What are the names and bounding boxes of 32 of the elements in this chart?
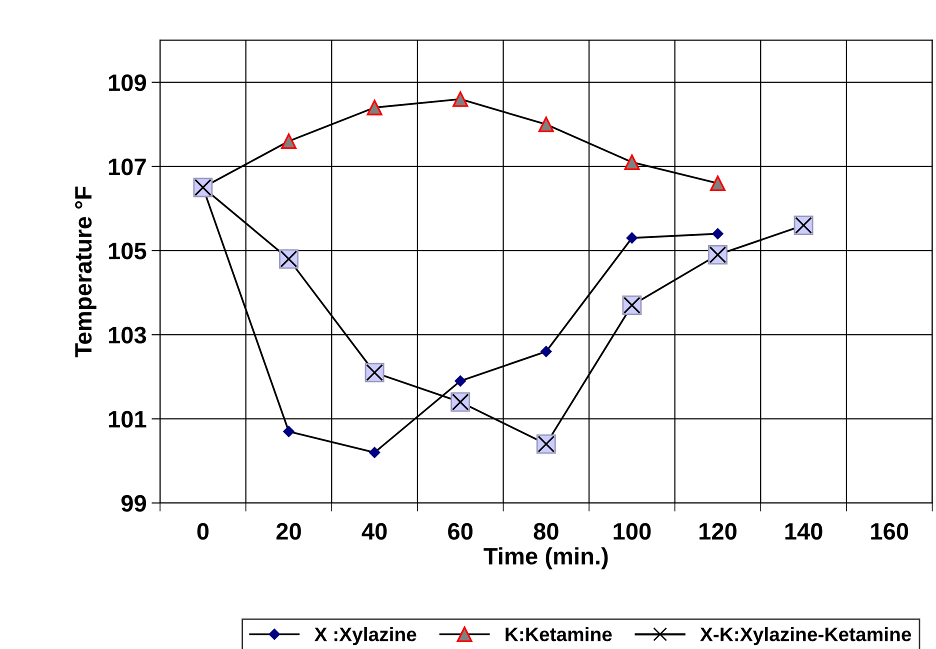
point [540, 346, 552, 358]
y-tick-label: 107 [108, 158, 146, 176]
x-tick-label: 140 [785, 523, 822, 540]
y-axis-title: Temperature °F [75, 186, 96, 358]
x-tick-label: 160 [871, 523, 908, 540]
legend-label: X :Xylazine [314, 626, 416, 646]
point [538, 116, 554, 132]
x-axis-title: Time (min.) [484, 547, 608, 570]
point [710, 175, 726, 192]
point [366, 100, 382, 116]
legend-label: K:Ketamine [506, 626, 612, 642]
legend-label: X-K:Xylazine-Ketamine [700, 626, 912, 646]
point [712, 228, 724, 240]
x-tick-label: 60 [448, 523, 473, 540]
point [452, 91, 468, 107]
point [368, 446, 380, 458]
x-tick-label: 120 [700, 523, 736, 540]
x-tick-label: 80 [534, 523, 558, 540]
point [624, 154, 640, 170]
point [283, 426, 294, 438]
y-tick-label: 109 [108, 74, 146, 92]
y-tick-label: 105 [108, 242, 146, 260]
point [280, 133, 297, 149]
y-tick-label: 99 [121, 495, 146, 512]
y-tick-label: 103 [108, 326, 146, 344]
x-tick-label: 40 [362, 523, 387, 540]
point [454, 375, 466, 387]
y-tick-label: 101 [108, 410, 146, 428]
point [626, 232, 638, 244]
x-tick-label: 0 [197, 523, 209, 540]
x-tick-label: 100 [614, 523, 651, 540]
x-tick-label: 20 [276, 523, 301, 540]
